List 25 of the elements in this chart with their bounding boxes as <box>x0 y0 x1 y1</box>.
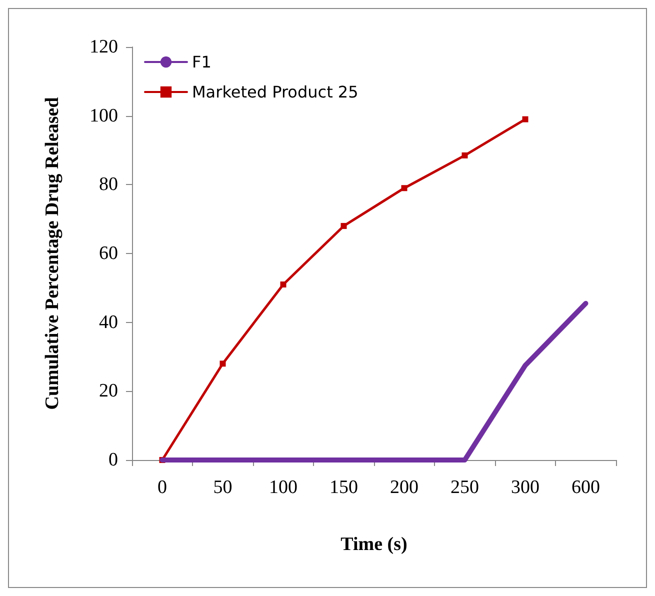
y-tick-label: 80 <box>99 174 118 196</box>
y-tick-label: 40 <box>99 312 118 333</box>
point <box>462 152 468 158</box>
point <box>401 185 408 192</box>
point <box>522 116 528 122</box>
x-tick-label: 200 <box>390 477 418 498</box>
y-tick-label: 100 <box>90 105 118 126</box>
y-tick-label: 20 <box>99 380 118 402</box>
x-tick-label: 0 <box>158 477 167 498</box>
x-tick-label: 250 <box>450 477 479 498</box>
point <box>280 281 286 288</box>
legend-label: Marketed Product 25 <box>192 82 358 102</box>
y-tick-label: 60 <box>99 243 118 264</box>
y-tick-label: 0 <box>108 450 118 470</box>
legend-label: F1 <box>192 52 212 72</box>
point <box>340 222 347 229</box>
x-tick-label: 50 <box>213 477 232 498</box>
x-tick-label: 150 <box>330 477 358 498</box>
point <box>220 360 226 367</box>
x-tick-label: 600 <box>572 477 600 498</box>
x-tick-label: 100 <box>269 477 298 498</box>
x-axis-title: Time (s) <box>340 534 408 555</box>
y-tick-label: 120 <box>90 36 118 58</box>
x-tick-label: 300 <box>511 477 540 498</box>
y-axis-title: Cumulative Percentage Drug Released <box>42 96 63 410</box>
